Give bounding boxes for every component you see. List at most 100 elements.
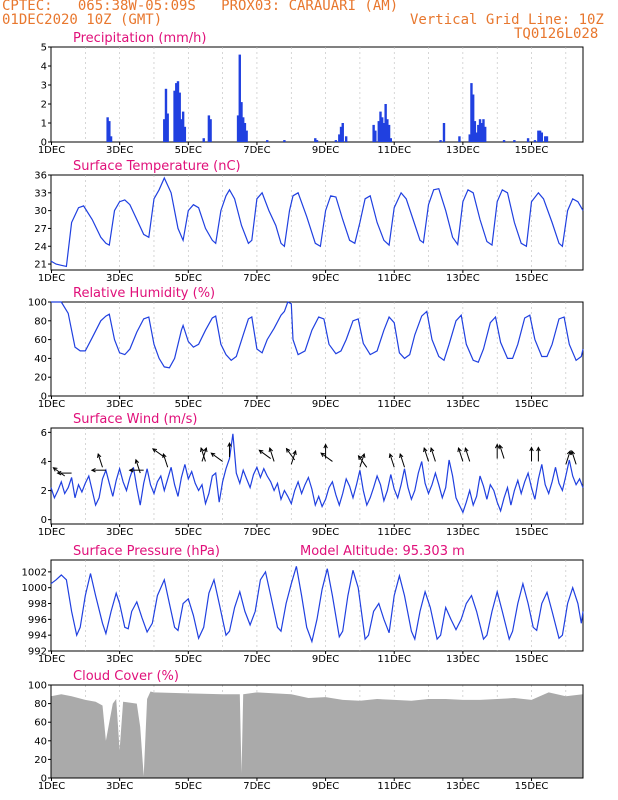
x-tick-label: 13DEC — [446, 145, 480, 156]
wind-vector — [423, 447, 430, 462]
precip-bar — [480, 123, 483, 142]
precip-bar — [387, 124, 391, 142]
y-tick-label: 4 — [41, 62, 47, 73]
wind-vector — [430, 447, 436, 462]
x-tick-label: 5DEC — [175, 399, 202, 410]
precip-bar — [178, 92, 181, 142]
x-tick-label: 15DEC — [515, 145, 549, 156]
precip-bar — [314, 138, 317, 142]
precip-bar — [202, 138, 205, 142]
x-tick-label: 15DEC — [515, 273, 549, 284]
series-line — [50, 433, 584, 514]
panel-frame — [50, 46, 584, 143]
y-tick-label: 2 — [41, 486, 47, 497]
y-tick-label: 2 — [41, 100, 47, 111]
wind-vector-head — [90, 467, 96, 473]
y-tick-label: 33 — [34, 188, 47, 199]
x-tick-label: 7DEC — [243, 781, 270, 792]
precip-bar — [468, 134, 471, 142]
x-tick-label: 13DEC — [446, 273, 480, 284]
panel-title: Relative Humidity (%) — [73, 286, 215, 301]
precip-bar — [478, 119, 482, 142]
x-tick-label: 5DEC — [175, 654, 202, 665]
precip-bar — [513, 140, 516, 142]
precip-bar — [471, 94, 475, 142]
wind-vector — [389, 453, 395, 468]
precip-bar — [334, 140, 338, 142]
x-tick-label: 13DEC — [446, 527, 480, 538]
x-tick-label: 5DEC — [175, 145, 202, 156]
x-tick-label: 7DEC — [243, 654, 270, 665]
precip-bar — [538, 130, 542, 142]
wind-vector — [210, 452, 223, 462]
wind-vector-head — [162, 452, 167, 458]
wind-vector-head — [258, 449, 264, 455]
y-tick-label: 0 — [41, 392, 47, 403]
x-tick-label: 7DEC — [243, 527, 270, 538]
x-tick-label: 1DEC — [38, 654, 65, 665]
series-line — [51, 301, 584, 369]
precip-bar — [458, 136, 461, 142]
precip-bar — [240, 102, 243, 142]
x-tick-label: 7DEC — [243, 399, 270, 410]
precip-bar — [173, 90, 176, 142]
precip-bar — [338, 134, 341, 142]
x-tick-label: 3DEC — [106, 527, 133, 538]
wind-vector-head — [323, 443, 328, 449]
x-tick-label: 5DEC — [175, 781, 202, 792]
precip-bar — [483, 126, 487, 142]
precip-bar — [502, 140, 506, 142]
y-tick-label: 0 — [41, 774, 47, 785]
x-tick-label: 3DEC — [106, 399, 133, 410]
precip-bar — [183, 126, 187, 142]
y-tick-label: 1 — [41, 119, 47, 130]
precip-bar — [209, 119, 212, 142]
precip-bar — [315, 140, 319, 142]
x-tick-label: 7DEC — [243, 273, 270, 284]
y-tick-label: 992 — [28, 647, 47, 658]
y-tick-label: 80 — [34, 316, 47, 327]
wind-vector-head — [361, 452, 366, 458]
precip-bar — [537, 130, 540, 142]
panel-title: Surface Wind (m/s) — [73, 412, 197, 427]
header-date: 01DEC2020 10Z (GMT) — [2, 12, 163, 28]
wind-vector-head — [388, 452, 394, 458]
header-station: CPTEC: 065:38W-05:09S PROX03: CARAUARI (… — [2, 0, 399, 14]
precip-bar — [243, 123, 247, 142]
y-tick-label: 5 — [41, 43, 47, 54]
wind-vector — [286, 448, 296, 461]
wind-vector-head — [464, 447, 469, 453]
y-tick-label: 100 — [28, 298, 47, 309]
x-tick-label: 13DEC — [446, 399, 480, 410]
precip-bar — [283, 140, 286, 142]
wind-vector — [162, 453, 169, 468]
y-tick-label: 40 — [34, 736, 47, 747]
wind-vector-head — [151, 448, 157, 453]
precip-bar — [166, 113, 169, 142]
wind-vector-head — [210, 452, 216, 458]
wind-vector-head — [494, 443, 500, 449]
y-tick-label: 30 — [34, 206, 47, 217]
y-tick-label: 0 — [41, 138, 47, 149]
x-tick-label: 9DEC — [312, 527, 339, 538]
wind-vector — [320, 452, 333, 462]
x-tick-label: 9DEC — [312, 399, 339, 410]
x-tick-label: 3DEC — [106, 145, 133, 156]
wind-vector-head — [128, 467, 134, 473]
x-tick-label: 11DEC — [377, 399, 411, 410]
panel-frame — [50, 174, 584, 271]
precip-bar — [374, 130, 377, 142]
x-tick-label: 13DEC — [446, 781, 480, 792]
y-tick-label: 3 — [41, 81, 47, 92]
wind-vector — [358, 455, 368, 468]
precip-bar — [176, 81, 180, 142]
wind-vector — [571, 450, 577, 465]
precip-bar — [266, 140, 269, 142]
wind-vector-head — [97, 452, 102, 458]
wind-vector-head — [285, 447, 291, 453]
x-tick-label: 1DEC — [38, 273, 65, 284]
wind-vector — [135, 459, 141, 474]
y-tick-label: 996 — [28, 615, 47, 626]
precip-bar — [386, 119, 389, 142]
panel-frame — [50, 427, 584, 525]
